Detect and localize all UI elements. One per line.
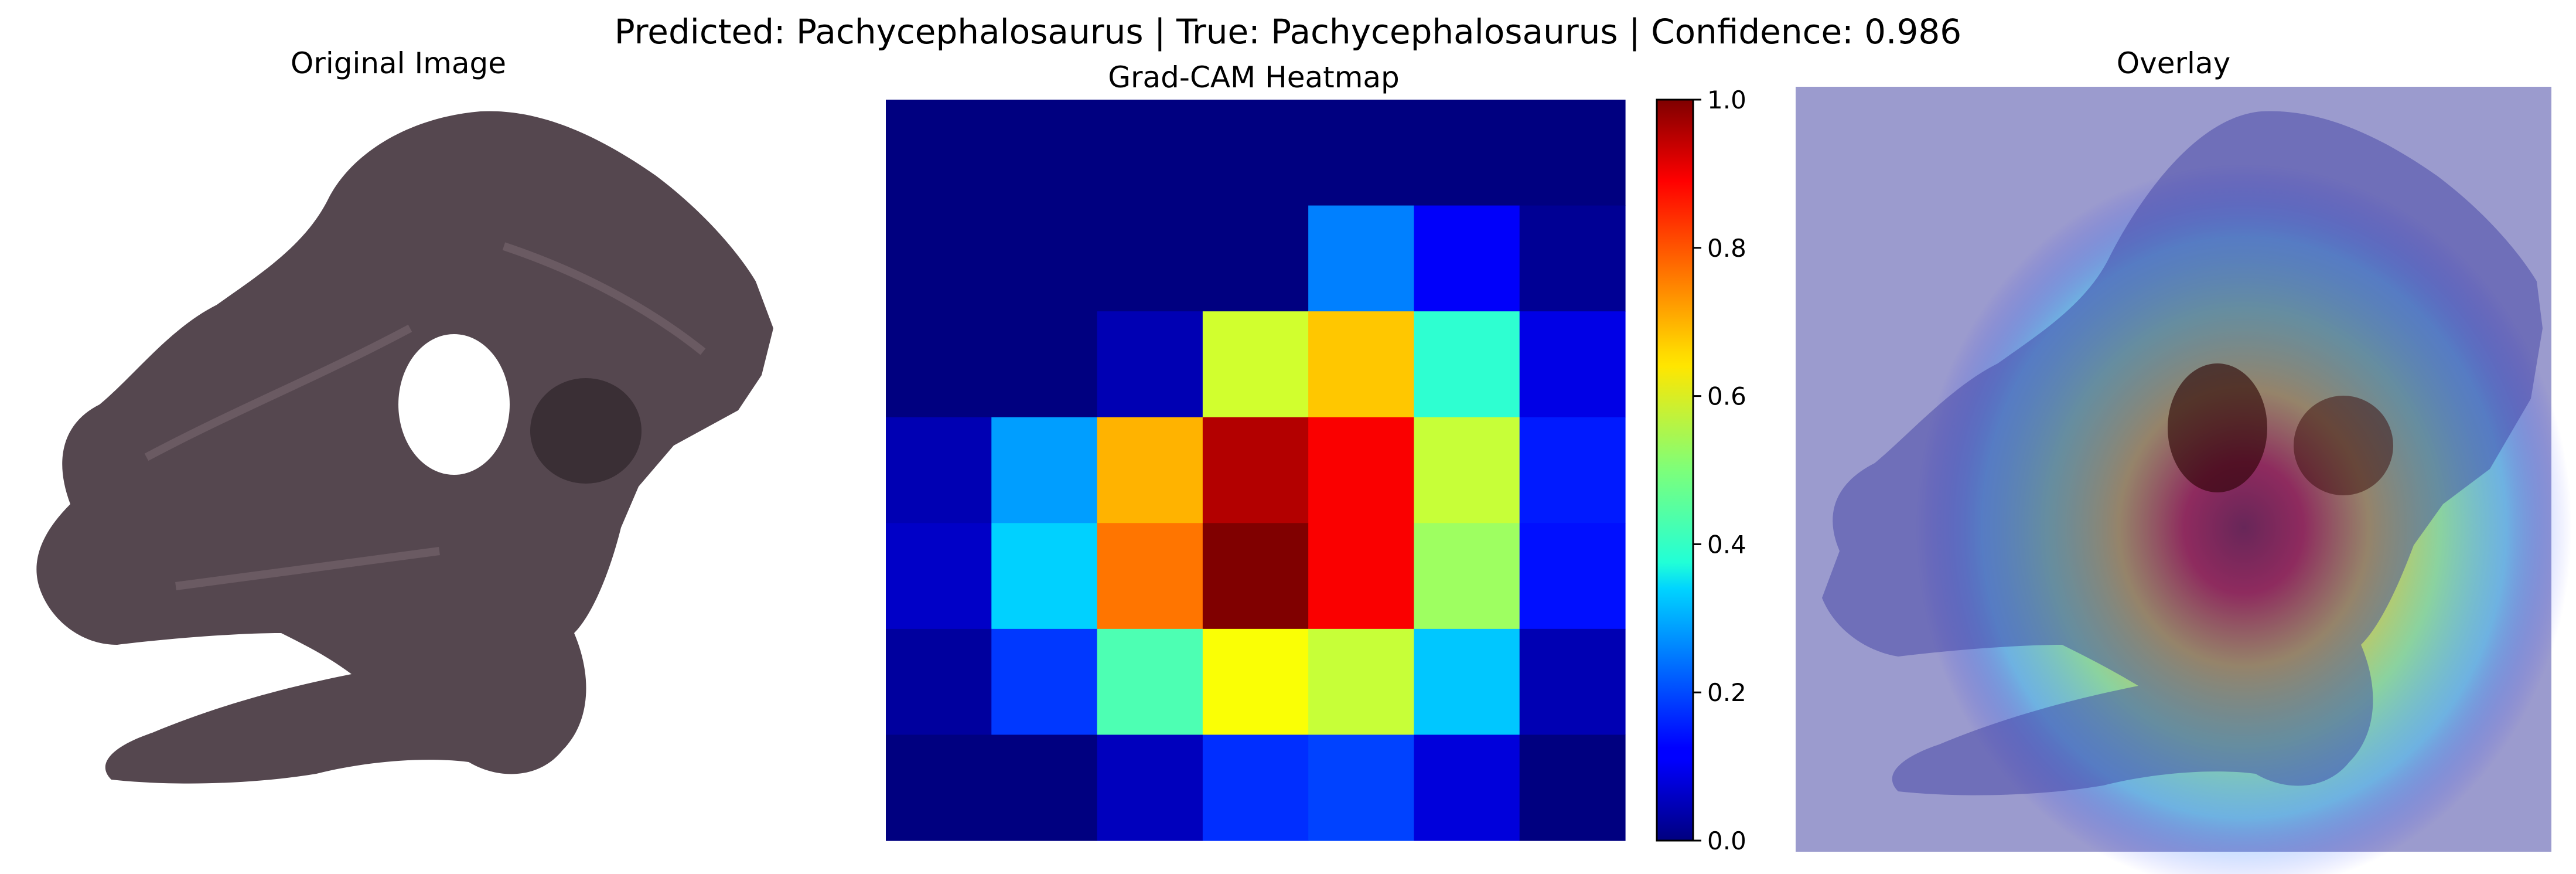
heatmap-cell-r2-c3 [1202, 311, 1309, 418]
heatmap-cell-r5-c5 [1414, 628, 1520, 736]
overlay-eye-socket [2168, 363, 2267, 492]
original-image-title: Original Image [290, 46, 507, 80]
heatmap-cell-r3-c1 [991, 417, 1098, 523]
heatmap-cell-r1-c3 [1202, 205, 1309, 312]
colorbar-gradient [1656, 98, 1694, 842]
colorbar-tick-label-1: 0.2 [1707, 678, 1746, 707]
heatmap-cell-r3-c0 [886, 417, 992, 523]
heatmap-cell-r2-c4 [1308, 311, 1415, 418]
heatmap-cell-r4-c0 [886, 523, 992, 630]
heatmap-cell-r5-c4 [1308, 628, 1415, 736]
heatmap-cell-r4-c2 [1097, 523, 1203, 630]
heatmap-cell-r1-c2 [1097, 205, 1203, 312]
heatmap-cell-r6-c6 [1519, 734, 1626, 841]
heatmap-cell-r2-c1 [991, 311, 1098, 418]
heatmap-cell-r6-c1 [991, 734, 1098, 841]
heatmap-cell-r0-c0 [886, 100, 992, 206]
heatmap-cell-r0-c5 [1414, 100, 1520, 206]
heatmap-cell-r6-c3 [1202, 734, 1309, 841]
heatmap-cell-r1-c4 [1308, 205, 1415, 312]
figure-suptitle: Predicted: Pachycephalosaurus | True: Pa… [614, 12, 1962, 52]
overlay-title: Overlay [2116, 46, 2231, 80]
heatmap-cell-r0-c3 [1202, 100, 1309, 206]
heatmap-cell-r6-c5 [1414, 734, 1520, 841]
colorbar-tick-label-2: 0.4 [1707, 530, 1746, 559]
heatmap-cell-r4-c6 [1519, 523, 1626, 630]
overlay-glow [1916, 164, 2572, 874]
heatmap-cell-r1-c0 [886, 205, 992, 312]
heatmap-cell-r0-c1 [991, 100, 1098, 206]
colorbar-tick-label-5: 1.0 [1707, 86, 1746, 114]
heatmap-cell-r5-c0 [886, 628, 992, 736]
heatmap-cell-r2-c2 [1097, 311, 1203, 418]
heatmap-cell-r4-c3 [1202, 523, 1309, 630]
heatmap-title: Grad-CAM Heatmap [1108, 60, 1400, 94]
heatmap-cell-r3-c2 [1097, 417, 1203, 523]
heatmap-cell-r4-c4 [1308, 523, 1415, 630]
colorbar-tick-label-0: 0.0 [1707, 827, 1746, 855]
overlay-nasal-opening [2294, 396, 2393, 495]
heatmap-cell-r6-c4 [1308, 734, 1415, 841]
heatmap-cell-r1-c5 [1414, 205, 1520, 312]
heatmap-cell-r0-c6 [1519, 100, 1626, 206]
heatmap-cell-r1-c6 [1519, 205, 1626, 312]
heatmap-cell-r5-c2 [1097, 628, 1203, 736]
heatmap-cell-r3-c3 [1202, 417, 1309, 523]
heatmap-cell-r0-c4 [1308, 100, 1415, 206]
heatmap-cell-r5-c6 [1519, 628, 1626, 736]
heatmap-cell-r2-c5 [1414, 311, 1520, 418]
heatmap-cell-r3-c5 [1414, 417, 1520, 523]
heatmap-cell-r3-c6 [1519, 417, 1626, 523]
heatmap-cell-r4-c5 [1414, 523, 1520, 630]
heatmap-cell-r1-c1 [991, 205, 1098, 312]
heatmap-cell-r2-c0 [886, 311, 992, 418]
heatmap-cell-r6-c0 [886, 734, 992, 841]
colorbar: 0.0 0.2 0.4 0.6 0.8 1.0 [1656, 86, 1746, 855]
skull-eye-socket [398, 334, 510, 475]
skull-nasal-opening [530, 378, 642, 484]
colorbar-tick-label-4: 0.8 [1707, 234, 1746, 263]
skull-silhouette [36, 111, 773, 784]
heatmap-cell-r2-c6 [1519, 311, 1626, 418]
heatmap-cell-r6-c2 [1097, 734, 1203, 841]
heatmap-cell-r0-c2 [1097, 100, 1203, 206]
colorbar-tick-label-3: 0.6 [1707, 382, 1746, 411]
heatmap-cell-r4-c1 [991, 523, 1098, 630]
overlay-image [1796, 87, 2572, 874]
heatmap-cell-r5-c3 [1202, 628, 1309, 736]
original-image [36, 111, 773, 784]
heatmap-cell-r5-c1 [991, 628, 1098, 736]
heatmap [886, 100, 1626, 841]
heatmap-cell-r3-c4 [1308, 417, 1415, 523]
skull-texture [144, 242, 706, 590]
